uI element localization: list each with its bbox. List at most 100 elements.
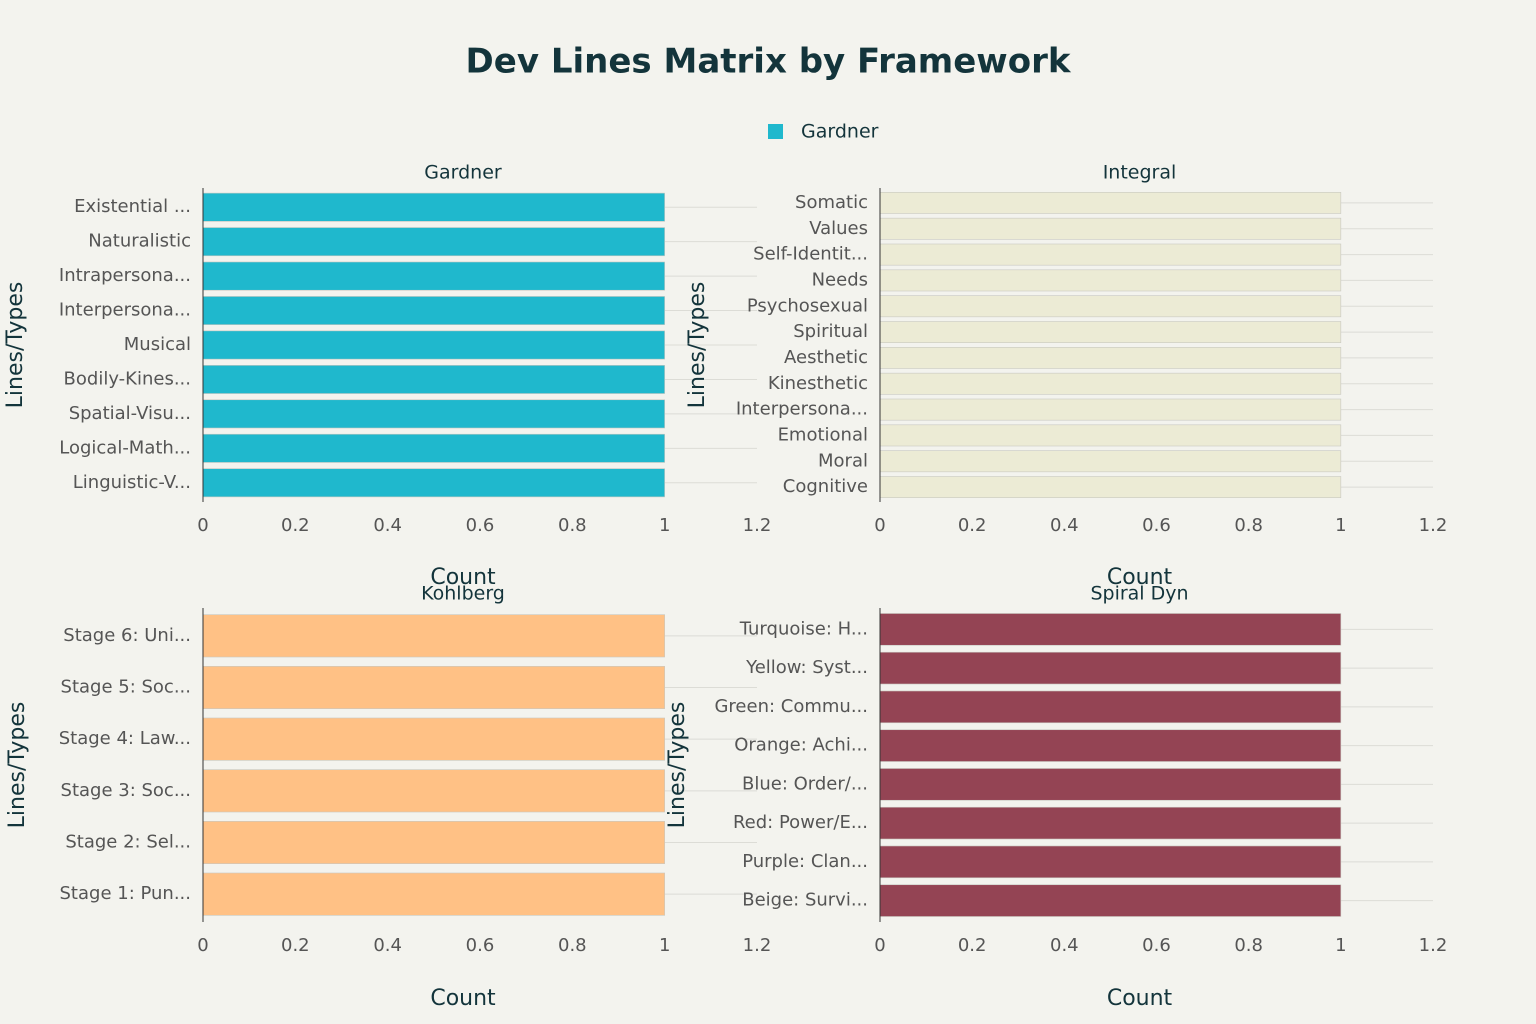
y-tick-label: Red: Power/E... (733, 812, 868, 833)
bar (879, 613, 1342, 646)
y-tick-label: Naturalistic (88, 231, 191, 252)
y-tick-label: Spatial-Visu... (69, 403, 191, 424)
bar (879, 398, 1342, 421)
y-tick-label: Stage 1: Pun... (60, 883, 192, 904)
bar (879, 217, 1342, 240)
x-tick-label: 0 (197, 935, 208, 956)
y-axis-label: Lines/Types (5, 702, 30, 829)
y-tick-label: Moral (818, 450, 868, 471)
y-tick-label: Logical-Math... (59, 437, 191, 458)
bar (202, 468, 665, 498)
bar (202, 821, 665, 864)
y-tick-label: Stage 2: Sel... (65, 832, 191, 853)
x-tick-label: 1 (1335, 515, 1346, 536)
y-tick-label: Beige: Survi... (742, 890, 868, 911)
bar (879, 450, 1342, 473)
y-tick-label: Needs (812, 269, 868, 290)
y-tick-label: Stage 5: Soc... (61, 677, 191, 698)
bar (879, 651, 1342, 685)
x-axis-label: Count (430, 565, 496, 590)
bar (202, 769, 665, 813)
legend-label: Gardner (801, 121, 879, 143)
y-tick-label: Aesthetic (784, 347, 868, 368)
y-tick-label: Self-Identit... (753, 244, 868, 265)
y-tick-label: Existential ... (74, 196, 191, 217)
subplot-title: Gardner (424, 162, 502, 184)
bar (879, 768, 1342, 801)
x-tick-label: 0.8 (1234, 515, 1263, 536)
y-tick-label: Purple: Clan... (742, 851, 868, 872)
y-tick-label: Turquoise: H... (739, 618, 868, 639)
bar (202, 330, 665, 360)
y-tick-label: Values (809, 218, 868, 239)
bar (879, 243, 1342, 266)
y-tick-label: Kinesthetic (768, 373, 868, 394)
bar (202, 433, 665, 463)
x-tick-label: 0.6 (1142, 515, 1171, 536)
bar (879, 372, 1342, 395)
bar (202, 872, 665, 916)
bar (879, 729, 1342, 762)
y-tick-label: Musical (124, 334, 191, 355)
x-tick-label: 1.2 (1419, 515, 1448, 536)
bar (879, 321, 1342, 343)
y-tick-label: Somatic (795, 192, 868, 213)
x-tick-label: 1.2 (1419, 935, 1448, 956)
x-tick-label: 0.4 (373, 515, 402, 536)
y-tick-label: Blue: Order/... (742, 773, 868, 794)
bar (202, 261, 665, 291)
y-tick-label: Orange: Achi... (734, 735, 868, 756)
y-tick-label: Yellow: Syst... (745, 657, 868, 678)
chart-title: Dev Lines Matrix by Framework (466, 42, 1072, 82)
legend-swatch (768, 124, 783, 139)
x-tick-label: 1.2 (743, 515, 772, 536)
x-tick-label: 1.2 (743, 935, 772, 956)
bar (202, 192, 665, 222)
bar (879, 806, 1342, 840)
x-tick-label: 0.2 (281, 935, 310, 956)
x-tick-label: 0 (197, 515, 208, 536)
x-tick-label: 0.8 (558, 515, 587, 536)
y-tick-label: Spiritual (793, 321, 868, 342)
y-tick-label: Stage 4: Law... (59, 728, 191, 749)
y-tick-label: Stage 3: Soc... (61, 780, 191, 801)
bar (202, 296, 665, 325)
bar (202, 365, 665, 394)
y-tick-label: Bodily-Kines... (64, 368, 191, 389)
x-axis-label: Count (1107, 565, 1173, 590)
bar (202, 717, 665, 761)
x-tick-label: 0.2 (281, 515, 310, 536)
y-tick-label: Cognitive (783, 476, 868, 497)
bar (879, 295, 1342, 318)
bar (202, 666, 665, 709)
x-tick-label: 0.2 (958, 935, 987, 956)
x-tick-label: 0.2 (958, 515, 987, 536)
y-tick-label: Interpersona... (59, 300, 191, 321)
bar (879, 845, 1342, 879)
x-tick-label: 0.8 (1234, 935, 1263, 956)
bar (202, 399, 665, 429)
bar (879, 269, 1342, 292)
bar (879, 476, 1342, 498)
bar (879, 690, 1342, 724)
y-tick-label: Emotional (778, 424, 868, 445)
bar (879, 424, 1342, 447)
x-axis-label: Count (430, 986, 496, 1011)
y-axis-label: Lines/Types (3, 282, 28, 409)
x-tick-label: 1 (1335, 935, 1346, 956)
y-axis-label: Lines/Types (665, 702, 690, 829)
y-tick-label: Green: Commu... (714, 696, 868, 717)
y-tick-label: Psychosexual (747, 295, 868, 316)
x-tick-label: 0.4 (1050, 935, 1079, 956)
x-tick-label: 0.4 (373, 935, 402, 956)
x-axis-label: Count (1107, 986, 1173, 1011)
bar (879, 884, 1342, 917)
x-tick-label: 0.8 (558, 935, 587, 956)
x-tick-label: 0.6 (1142, 935, 1171, 956)
x-tick-label: 0 (874, 515, 885, 536)
subplot-title: Integral (1103, 162, 1177, 184)
subplot-title: Spiral Dyn (1090, 583, 1188, 605)
y-axis-label: Lines/Types (685, 282, 710, 409)
x-tick-label: 0.6 (466, 515, 495, 536)
